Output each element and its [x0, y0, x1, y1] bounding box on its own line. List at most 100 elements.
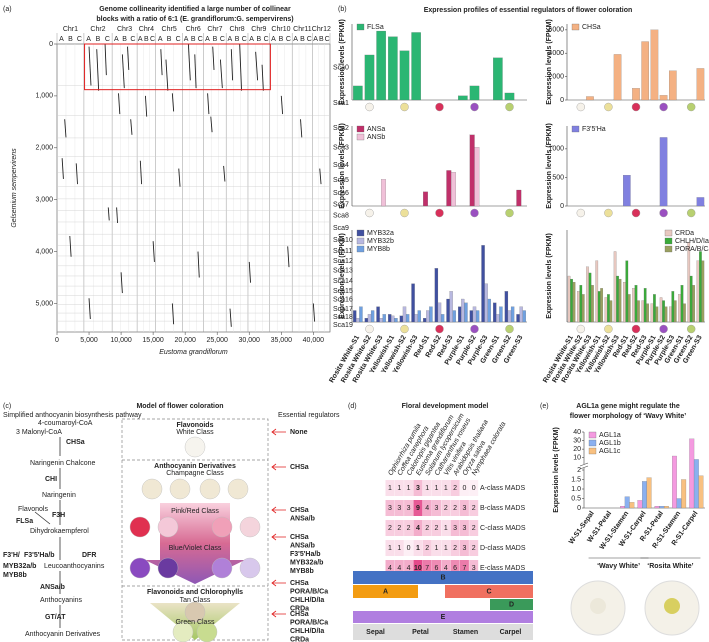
scaffold-label: Sca1 — [333, 100, 349, 107]
chart-title: Genome collinearity identified a large n… — [99, 6, 291, 13]
cell-value: 1 — [444, 485, 448, 492]
flower-photo — [184, 601, 206, 623]
plot-frame — [56, 43, 331, 333]
flower-icon — [505, 324, 514, 334]
compound: Naringenin — [42, 492, 76, 499]
bar — [516, 189, 522, 207]
bar — [469, 134, 475, 207]
bar — [627, 294, 631, 323]
enzyme: GT/AT — [45, 614, 66, 621]
flower-icon — [659, 324, 668, 334]
legend-swatch — [588, 431, 597, 439]
bar — [616, 275, 619, 323]
y-axis-label: Gelsemium sempervirens — [11, 148, 18, 228]
heat-cell — [404, 560, 414, 576]
group-label: ‘Rosita White’ — [647, 563, 693, 570]
enzyme: DFR — [82, 552, 96, 559]
x-tick-label: 15,000 — [142, 337, 164, 344]
bar — [632, 88, 640, 101]
organ-label: Petal — [412, 629, 429, 636]
bar — [429, 306, 433, 323]
bar — [586, 96, 594, 101]
collinear-block — [171, 303, 175, 325]
bar — [650, 29, 659, 101]
collinear-block — [287, 246, 290, 268]
collinear-block — [187, 43, 191, 81]
bar — [689, 438, 695, 509]
bar — [411, 32, 421, 101]
cell-value: 0 — [407, 545, 411, 552]
collinear-block — [171, 93, 175, 112]
flower-icon — [400, 102, 409, 112]
bar — [654, 506, 660, 509]
legend-label: ANSa — [367, 126, 385, 133]
bar — [516, 314, 520, 323]
bar — [613, 251, 617, 323]
subgenome-label: B — [257, 36, 262, 43]
collinear-block — [319, 168, 322, 185]
y-tick-label: 0 — [577, 505, 581, 512]
flower-icon — [576, 208, 585, 218]
bar — [579, 285, 583, 323]
flower-photo-center — [664, 598, 680, 614]
bar — [464, 302, 468, 323]
organ-label: Sepal — [366, 629, 385, 636]
chromosome-label: Chr12 — [312, 26, 331, 33]
regulator: CHSa — [290, 611, 309, 618]
y-axis-label: Expression levels (FPKM) — [546, 233, 553, 319]
heat-cell — [385, 480, 395, 496]
legend-label: AGL1c — [599, 448, 621, 455]
bar — [699, 251, 702, 323]
bar — [586, 266, 589, 323]
flower-photo-center — [590, 598, 606, 614]
legend-label: AGL1a — [599, 432, 621, 439]
regulator-arrow — [271, 579, 286, 587]
scaffold-label: Sca7 — [333, 202, 349, 209]
bar — [577, 291, 580, 323]
compound: Flavonols — [18, 506, 48, 513]
subgenome-label: C — [176, 36, 181, 43]
bar — [623, 175, 631, 207]
flower-photo — [141, 478, 163, 500]
legend-swatch — [664, 229, 673, 237]
legend-swatch — [356, 23, 365, 31]
bar — [669, 306, 672, 323]
bar — [637, 300, 640, 323]
cell-value: 3 — [453, 525, 457, 532]
bar — [440, 314, 445, 323]
bar — [653, 294, 656, 323]
heat-cell — [432, 500, 441, 516]
cell-value: 4 — [425, 505, 429, 512]
flower-photo — [129, 516, 151, 538]
collinear-block — [312, 303, 316, 322]
bar — [399, 315, 404, 323]
heat-cell — [413, 500, 423, 516]
regulator: CRDa — [290, 636, 309, 642]
cell-value: 3 — [407, 505, 411, 512]
x-tick-label: 20,000 — [174, 337, 196, 344]
heat-cell — [441, 500, 451, 516]
bar — [449, 291, 453, 323]
flower-photo — [227, 478, 249, 500]
y-tick-label: 1,000 — [35, 93, 53, 100]
bar — [504, 291, 509, 323]
compound: Naringenin Chalcone — [30, 460, 95, 467]
collinear-block — [160, 49, 163, 76]
legend-label: MYB32a — [367, 230, 394, 237]
legend-label: AGL1b — [599, 440, 621, 447]
flower-icon — [505, 208, 514, 218]
flower-photo — [196, 621, 218, 642]
bar — [696, 68, 705, 101]
flower-icon — [631, 208, 641, 218]
scaffold-label: Sca14 — [333, 278, 353, 285]
bar — [446, 298, 450, 323]
cell-value: 1 — [388, 545, 392, 552]
heat-cell — [469, 520, 479, 536]
subgenome-label: B — [213, 36, 218, 43]
bar — [620, 506, 626, 509]
panel-title: Expression profiles of essential regulat… — [424, 7, 633, 14]
collinear-block — [96, 49, 100, 91]
bar — [353, 85, 363, 101]
bar — [356, 318, 360, 323]
class-label: Green Class — [176, 619, 215, 626]
